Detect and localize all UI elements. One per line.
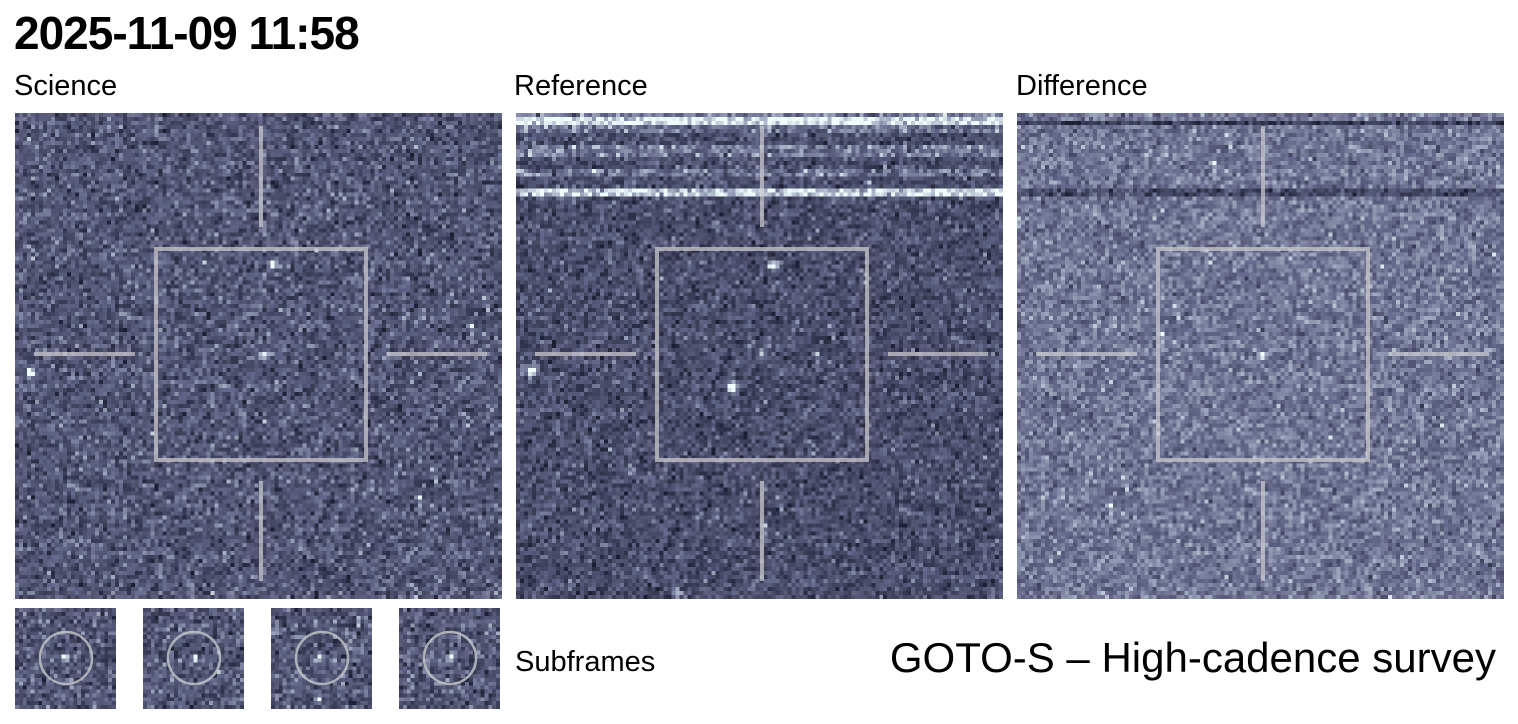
- science-label: Science: [14, 70, 118, 102]
- subframe-image: [143, 608, 244, 709]
- subframe-4: [399, 608, 500, 709]
- subframe-circle: [166, 630, 222, 686]
- subframe-3: [271, 608, 372, 709]
- subframe-2: [143, 608, 244, 709]
- science-reticle: [34, 126, 487, 581]
- subframe-1: [15, 608, 116, 709]
- subframe-circle: [422, 630, 478, 686]
- survey-label: GOTO-S – High-cadence survey: [889, 634, 1496, 681]
- difference-reticle: [1036, 126, 1489, 581]
- subframe-circle: [294, 630, 350, 686]
- subframe-image: [271, 608, 372, 709]
- subframe-image: [399, 608, 500, 709]
- subframe-image: [15, 608, 116, 709]
- difference-label: Difference: [1016, 70, 1148, 102]
- timestamp-title: 2025-11-09 11:58: [14, 7, 360, 59]
- reference-label: Reference: [514, 70, 648, 102]
- reference-stamp: [516, 113, 1003, 599]
- science-stamp: [15, 113, 502, 599]
- reference-reticle: [535, 126, 988, 581]
- difference-stamp: [1017, 113, 1504, 599]
- subframe-circle: [38, 630, 94, 686]
- subframes-label: Subframes: [515, 646, 656, 678]
